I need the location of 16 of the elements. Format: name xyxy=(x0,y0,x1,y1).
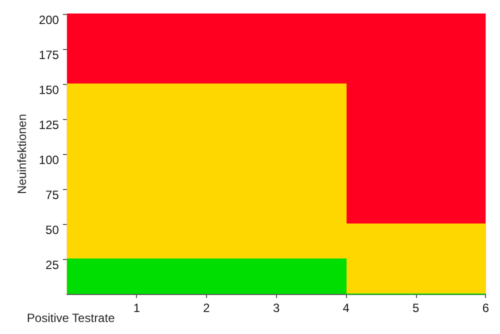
y-tick-label: 100 xyxy=(38,153,60,167)
x-tick-label: 5 xyxy=(412,301,420,315)
x-tick-label: 4 xyxy=(342,301,350,315)
y-tick-label: 175 xyxy=(38,48,60,62)
x-axis-title: Positive Testrate xyxy=(26,311,116,325)
x-tick-label: 2 xyxy=(203,301,210,315)
y-tick-label: 200 xyxy=(38,13,60,27)
y-tick-label: 50 xyxy=(46,223,60,237)
x-tick-label: 1 xyxy=(133,301,140,315)
y-axis-title: Neuinfektionen xyxy=(15,114,29,194)
y-tick-label: 75 xyxy=(46,188,60,202)
x-tick-label: 6 xyxy=(482,301,490,315)
y-tick-label: 150 xyxy=(38,83,60,97)
y-tick-label: 25 xyxy=(46,258,60,272)
y-tick-label: 125 xyxy=(38,118,60,132)
x-tick-label: 3 xyxy=(272,301,280,315)
